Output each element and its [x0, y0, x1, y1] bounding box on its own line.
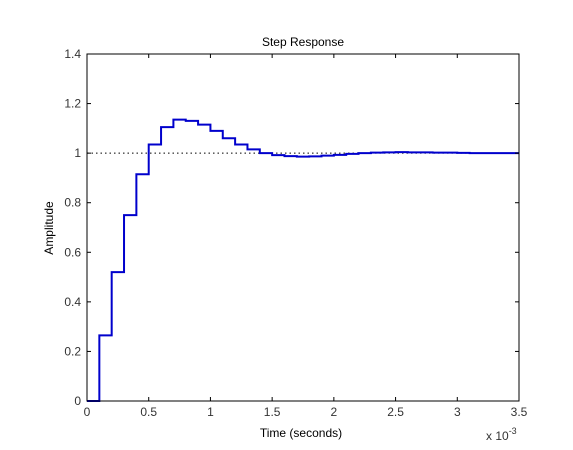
- plot-area: [87, 54, 519, 401]
- x-exponent-label: x 10-3: [486, 426, 517, 443]
- plot-frame: [86, 53, 520, 402]
- x-tick-label: 2.5: [387, 405, 404, 419]
- y-tick-label: 0.2: [64, 344, 81, 358]
- x-tick-label: 3.5: [511, 405, 528, 419]
- x-tick-label: 1.5: [264, 405, 281, 419]
- y-tick-label: 0.8: [64, 196, 81, 210]
- x-exponent-base: x 10: [486, 429, 509, 443]
- x-tick-label: 2: [331, 405, 338, 419]
- x-axis-label: Time (seconds): [260, 426, 342, 440]
- step-response-line: [87, 118, 519, 402]
- x-tick-label: 0.5: [140, 405, 157, 419]
- y-tick-label: 0.4: [64, 295, 81, 309]
- x-tick-label: 0: [84, 405, 91, 419]
- x-tick-label: 1: [207, 405, 214, 419]
- y-tick-label: 0: [74, 394, 81, 408]
- x-tick-label: 3: [454, 405, 461, 419]
- y-tick-label: 1.4: [64, 47, 81, 61]
- ticks-layer: 0 0.5 1 1.5 2 2.5 3 3.5 0 0.2 0.4 0.6 0.8 1 1.2 1.4: [64, 47, 527, 419]
- x-exponent-power: -3: [509, 426, 517, 436]
- y-tick-label: 1: [74, 146, 81, 160]
- series-layer: [87, 118, 519, 402]
- y-axis-label: Amplitude: [42, 201, 56, 255]
- chart-title: Step Response: [262, 35, 344, 49]
- y-tick-label: 1.2: [64, 97, 81, 111]
- y-tick-label: 0.6: [64, 245, 81, 259]
